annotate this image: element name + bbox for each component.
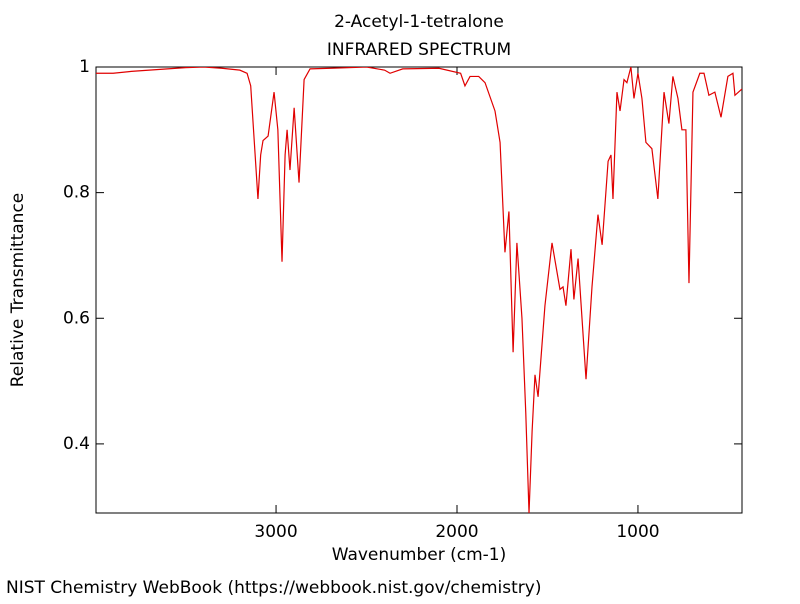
credit: NIST Chemistry WebBook (https://webbook.… bbox=[6, 578, 541, 598]
x-axis-label: Wavenumber (cm-1) bbox=[332, 545, 507, 565]
y-tick-label: 0.4 bbox=[63, 434, 90, 454]
x-tick-label: 3000 bbox=[254, 522, 297, 542]
plot-frame bbox=[95, 66, 743, 514]
x-tick-label: 1000 bbox=[616, 522, 659, 542]
y-tick-label: 1 bbox=[79, 57, 90, 77]
y-tick-label: 0.6 bbox=[63, 308, 90, 328]
x-tick-label: 2000 bbox=[435, 522, 478, 542]
chart-subtitle: INFRARED SPECTRUM bbox=[327, 40, 511, 60]
chart-title: 2-Acetyl-1-tetralone bbox=[334, 12, 504, 32]
y-tick-label: 0.8 bbox=[63, 183, 90, 203]
spectrum-line bbox=[96, 67, 742, 513]
y-axis-label: Relative Transmittance bbox=[8, 193, 28, 388]
